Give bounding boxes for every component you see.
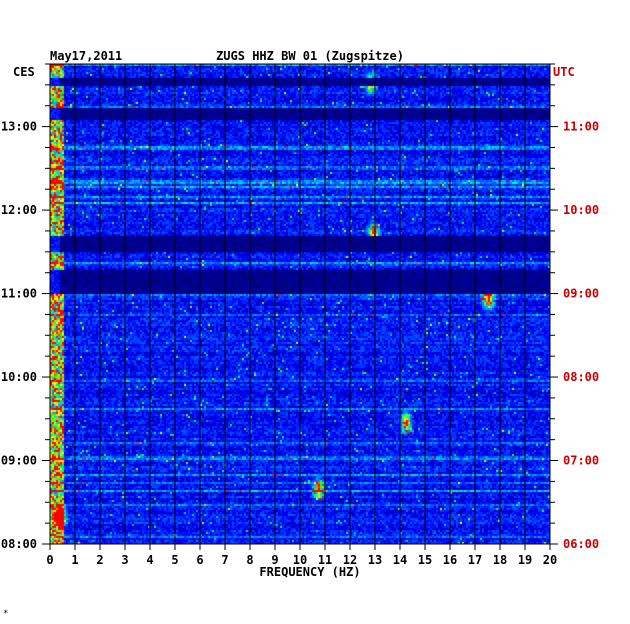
left-time-label: 11:00 bbox=[1, 287, 37, 301]
x-tick-label: 18 bbox=[493, 553, 507, 567]
x-tick-label: 17 bbox=[468, 553, 482, 567]
right-time-axis: 11:00 10:00 09:00 08:00 07:00 06:00 bbox=[550, 63, 599, 551]
right-time-label: 07:00 bbox=[563, 454, 599, 468]
left-axis-label: CES bbox=[13, 65, 35, 79]
right-time-label: 09:00 bbox=[563, 287, 599, 301]
x-tick-label: 8 bbox=[246, 553, 253, 567]
right-time-label: 06:00 bbox=[563, 537, 599, 551]
x-tick-label: 11 bbox=[318, 553, 332, 567]
left-time-label: 13:00 bbox=[1, 120, 37, 134]
x-tick-label: 9 bbox=[271, 553, 278, 567]
footnote-mark: * bbox=[3, 609, 8, 619]
x-axis-label: FREQUENCY (HZ) bbox=[259, 565, 360, 579]
left-time-label: 10:00 bbox=[1, 370, 37, 384]
left-time-axis: 13:00 12:00 11:00 10:00 09:00 08:00 bbox=[1, 63, 50, 551]
right-time-label: 10:00 bbox=[563, 203, 599, 217]
right-time-label: 11:00 bbox=[563, 120, 599, 134]
x-tick-label: 10 bbox=[293, 553, 307, 567]
x-tick-label: 15 bbox=[418, 553, 432, 567]
x-tick-label: 7 bbox=[221, 553, 228, 567]
chart-title: ZUGS HHZ BW 01 (Zugspitze) bbox=[216, 49, 404, 63]
x-tick-label: 4 bbox=[146, 553, 153, 567]
x-tick-label: 14 bbox=[393, 553, 407, 567]
x-tick-label: 3 bbox=[121, 553, 128, 567]
x-tick-label: 0 bbox=[46, 553, 53, 567]
right-axis-label: UTC bbox=[553, 65, 575, 79]
x-tick-label: 12 bbox=[343, 553, 357, 567]
x-tick-label: 1 bbox=[71, 553, 78, 567]
x-tick-label: 13 bbox=[368, 553, 382, 567]
left-time-label: 12:00 bbox=[1, 203, 37, 217]
right-time-label: 08:00 bbox=[563, 370, 599, 384]
x-tick-label: 16 bbox=[443, 553, 457, 567]
x-tick-label: 6 bbox=[196, 553, 203, 567]
frequency-grid bbox=[49, 63, 551, 545]
left-time-label: 09:00 bbox=[1, 454, 37, 468]
x-tick-label: 20 bbox=[543, 553, 557, 567]
left-time-label: 08:00 bbox=[1, 537, 37, 551]
x-tick-label: 2 bbox=[96, 553, 103, 567]
x-tick-label: 5 bbox=[171, 553, 178, 567]
x-tick-label: 19 bbox=[518, 553, 532, 567]
x-axis-ticks: 0 1 2 3 4 5 6 7 8 9 10 11 12 13 14 15 16 17 18 19 20 bbox=[46, 544, 557, 567]
date-label: May17,2011 bbox=[50, 49, 122, 63]
